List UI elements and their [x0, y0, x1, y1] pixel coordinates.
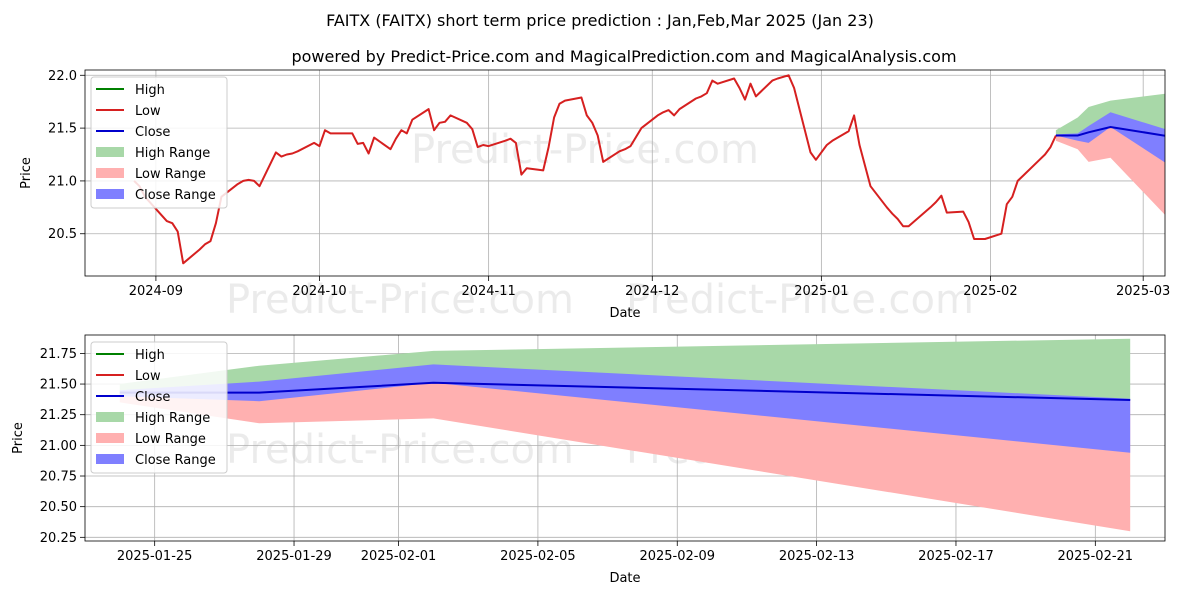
- x-tick-label: 2025-02-01: [361, 549, 437, 564]
- x-tick-label: 2025-03: [1116, 284, 1170, 299]
- y-tick-label: 21.50: [40, 378, 77, 393]
- watermark-text: Predict-Price.com: [226, 427, 574, 473]
- low-range-band: [1055, 127, 1165, 215]
- y-axis-label: Price: [11, 422, 26, 454]
- plot-area: [133, 74, 1165, 265]
- low-price-line: [133, 74, 1057, 265]
- y-tick-label: 21.5: [48, 122, 77, 137]
- chart-title: FAITX (FAITX) short term price predictio…: [326, 11, 874, 30]
- forecast-chart-panel: Predict-Price.comPredict-Price.com2025-0…: [11, 334, 1166, 586]
- chart-subtitle: powered by Predict-Price.com and Magical…: [291, 47, 956, 66]
- legend-swatch-patch: [96, 454, 124, 464]
- y-tick-label: 21.0: [48, 174, 77, 189]
- legend-label: High: [135, 83, 165, 98]
- legend-swatch-patch: [96, 433, 124, 443]
- x-tick-label: 2025-02-05: [500, 549, 576, 564]
- y-tick-label: 20.75: [40, 470, 77, 485]
- watermark-text: Predict-Price.com: [226, 277, 574, 323]
- watermark-text: Predict-Price.com: [411, 127, 759, 173]
- legend-label: High Range: [135, 411, 210, 426]
- y-tick-label: 20.5: [48, 227, 77, 242]
- y-axis-label: Price: [19, 157, 34, 189]
- legend-label: Close: [135, 390, 170, 405]
- main-chart-panel: Predict-Price.com Predict-Price.com Predic…: [19, 69, 1170, 323]
- legend-label: Close: [135, 125, 170, 140]
- close-forecast-line: [1055, 125, 1165, 137]
- legend-swatch-patch: [96, 189, 124, 199]
- x-tick-label: 2024-10: [292, 284, 346, 299]
- legend-label: Close Range: [135, 453, 216, 468]
- x-tick-label: 2025-02-17: [918, 549, 994, 564]
- legend: High Low Close High Range Low Range Close Ran…: [90, 76, 228, 209]
- x-tick-label: 2025-01-29: [256, 549, 332, 564]
- x-tick-label: 2025-01: [794, 284, 848, 299]
- x-tick-label: 2025-02-13: [779, 549, 855, 564]
- legend-swatch-patch: [96, 412, 124, 422]
- x-tick-label: 2025-02-21: [1058, 549, 1134, 564]
- legend-label: High: [135, 348, 165, 363]
- x-tick-label: 2025-02-09: [639, 549, 715, 564]
- y-tick-label: 22.0: [48, 69, 77, 84]
- watermark-text: Predict-Price.com: [626, 277, 974, 323]
- legend-label: Low Range: [135, 167, 206, 182]
- x-axis-label: Date: [609, 571, 640, 586]
- legend: High Low Close High Range Low Range Close Ran…: [90, 341, 228, 474]
- x-tick-label: 2024-09: [129, 284, 183, 299]
- x-tick-label: 2025-01-25: [117, 549, 193, 564]
- x-tick-label: 2025-02: [963, 284, 1017, 299]
- x-tick-label: 2024-11: [461, 284, 515, 299]
- y-tick-label: 21.00: [40, 439, 77, 454]
- legend-label: Low: [135, 369, 161, 384]
- x-tick-label: 2024-12: [625, 284, 679, 299]
- legend-label: High Range: [135, 146, 210, 161]
- y-tick-label: 21.25: [40, 408, 77, 423]
- close-range-band: [1055, 112, 1165, 163]
- y-tick-label: 20.50: [40, 500, 77, 515]
- x-axis-label: Date: [609, 306, 640, 321]
- y-tick-label: 20.25: [40, 531, 77, 546]
- legend-swatch-patch: [96, 168, 124, 178]
- legend-label: Low Range: [135, 432, 206, 447]
- legend-box: [90, 341, 228, 474]
- axes-frame: [84, 69, 1166, 277]
- legend-swatch-patch: [96, 147, 124, 157]
- axes-frame: [84, 334, 1166, 542]
- legend-label: Low: [135, 104, 161, 119]
- legend-label: Close Range: [135, 188, 216, 203]
- legend-box: [90, 76, 228, 209]
- y-tick-label: 21.75: [40, 347, 77, 362]
